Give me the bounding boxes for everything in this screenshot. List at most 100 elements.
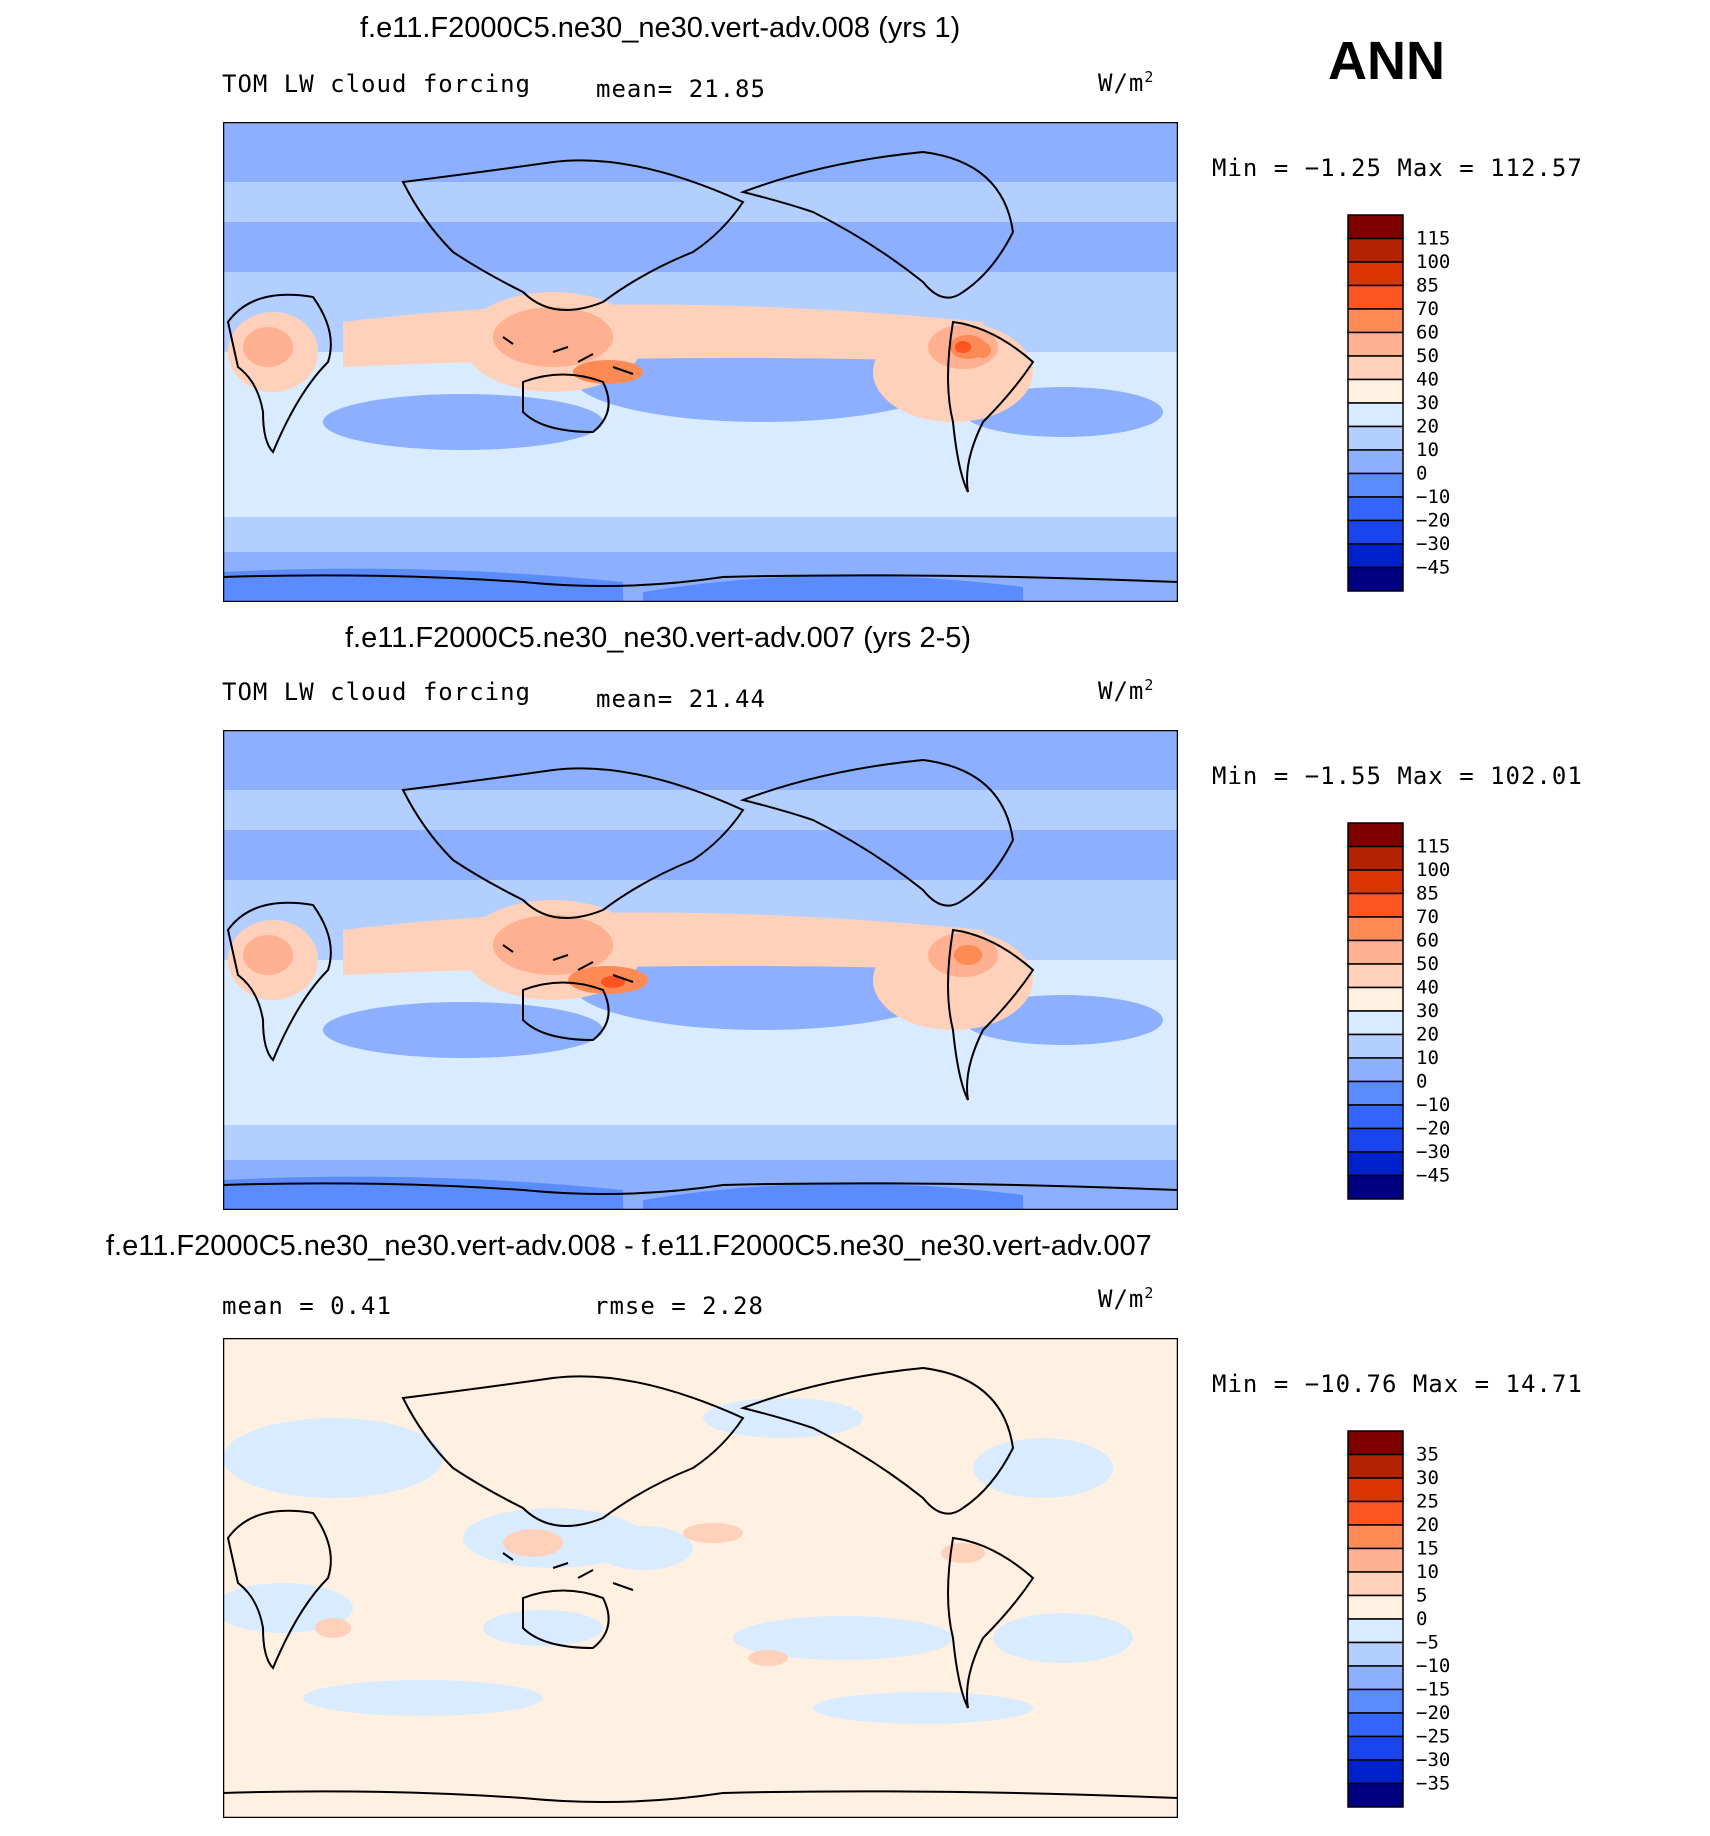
colorbar-level-label: −10 bbox=[1416, 486, 1450, 508]
colorbar-level-label: 0 bbox=[1416, 1071, 1427, 1093]
colorbar-level-label: −45 bbox=[1416, 557, 1450, 579]
colorbar-swatch bbox=[1347, 543, 1404, 569]
map-convective-peak bbox=[573, 360, 643, 384]
map-convective-peak bbox=[955, 341, 971, 353]
panel2-minmax: Min = −1.55 Max = 102.01 bbox=[1212, 762, 1583, 790]
map-frame bbox=[223, 730, 1178, 1210]
colorbar-swatch bbox=[1347, 378, 1404, 404]
map-convective-core bbox=[243, 327, 293, 367]
colorbar-level-label: −10 bbox=[1416, 1094, 1450, 1116]
map-convective-peak bbox=[601, 976, 625, 988]
colorbar-swatch bbox=[1347, 1759, 1404, 1785]
colorbar-swatch bbox=[1347, 237, 1404, 263]
map-dry-zone bbox=[323, 394, 603, 450]
panel1-map bbox=[223, 122, 1178, 602]
colorbar-level-label: −20 bbox=[1416, 1118, 1450, 1140]
map-frame bbox=[223, 1338, 1178, 1818]
map-coastlines bbox=[223, 758, 1178, 1195]
colorbar-swatch bbox=[1347, 1641, 1404, 1667]
colorbar-swatch bbox=[1347, 1430, 1404, 1456]
colorbar-swatch bbox=[1347, 402, 1404, 428]
colorbar-level-label: −5 bbox=[1416, 1632, 1439, 1654]
colorbar-swatch bbox=[1347, 1665, 1404, 1691]
panel2-map bbox=[223, 730, 1178, 1210]
colorbar-swatch bbox=[1347, 1547, 1404, 1573]
colorbar-swatch bbox=[1347, 1104, 1404, 1130]
colorbar-level-label: 115 bbox=[1416, 228, 1450, 250]
colorbar-level-label: 25 bbox=[1416, 1491, 1439, 1513]
colorbar-swatch bbox=[1347, 1010, 1404, 1036]
colorbar-level-label: 20 bbox=[1416, 1024, 1439, 1046]
colorbar-level-label: −45 bbox=[1416, 1165, 1450, 1187]
colorbar-swatch bbox=[1347, 519, 1404, 545]
colorbar-swatch bbox=[1347, 939, 1404, 965]
colorbar-level-label: 40 bbox=[1416, 369, 1439, 391]
colorbar-swatch bbox=[1347, 472, 1404, 498]
colorbar-level-label: 10 bbox=[1416, 1047, 1439, 1069]
panel3-mean: mean = 0.41 bbox=[222, 1292, 392, 1320]
colorbar-swatch bbox=[1347, 1594, 1404, 1620]
colorbar-swatch bbox=[1347, 261, 1404, 287]
colorbar-level-label: 5 bbox=[1416, 1585, 1427, 1607]
map-south-band bbox=[223, 517, 1178, 557]
colorbar-swatch bbox=[1347, 1174, 1404, 1200]
colorbar-swatch bbox=[1347, 1057, 1404, 1083]
panel3-rmse: rmse = 2.28 bbox=[594, 1292, 764, 1320]
colorbar-level-label: 100 bbox=[1416, 859, 1450, 881]
colorbar-level-label: 35 bbox=[1416, 1444, 1439, 1466]
map-convective-core bbox=[243, 935, 293, 975]
colorbar-level-label: −30 bbox=[1416, 1749, 1450, 1771]
colorbar-level-label: 15 bbox=[1416, 1538, 1439, 1560]
colorbar-level-label: −25 bbox=[1416, 1726, 1450, 1748]
colorbar-swatch bbox=[1347, 892, 1404, 918]
colorbar-swatch bbox=[1347, 1151, 1404, 1177]
map-antarctic-low bbox=[223, 568, 623, 602]
panel1-title: f.e11.F2000C5.ne30_ne30.vert-adv.008 (yr… bbox=[360, 12, 961, 44]
map-dry-zone bbox=[323, 1002, 603, 1058]
map-frame bbox=[223, 122, 1178, 602]
colorbar-level-label: 30 bbox=[1416, 1467, 1439, 1489]
panel3-minmax: Min = −10.76 Max = 14.71 bbox=[1212, 1370, 1583, 1398]
map-positive-patch bbox=[683, 1523, 743, 1543]
panel2-mean: mean= 21.44 bbox=[596, 685, 766, 713]
map-north-band bbox=[223, 790, 1178, 830]
colorbar-swatch bbox=[1347, 1500, 1404, 1526]
panel3-map bbox=[223, 1338, 1178, 1818]
map-negative-patch bbox=[973, 1438, 1113, 1498]
colorbar-swatch bbox=[1347, 284, 1404, 310]
colorbar-swatch bbox=[1347, 449, 1404, 475]
map-negative-patch bbox=[733, 1616, 953, 1660]
colorbar-swatch bbox=[1347, 1571, 1404, 1597]
colorbar-swatch bbox=[1347, 1712, 1404, 1738]
map-convective-core bbox=[493, 307, 613, 367]
map-antarctic-low bbox=[643, 1183, 1023, 1210]
colorbar-level-label: 70 bbox=[1416, 298, 1439, 320]
colorbar-swatch bbox=[1347, 822, 1404, 848]
colorbar-level-label: −10 bbox=[1416, 1655, 1450, 1677]
panel2-title: f.e11.F2000C5.ne30_ne30.vert-adv.007 (yr… bbox=[345, 622, 972, 654]
colorbar-level-label: 100 bbox=[1416, 251, 1450, 273]
colorbar-swatch bbox=[1347, 1735, 1404, 1761]
panel1-variable-label: TOM LW cloud forcing bbox=[222, 70, 531, 98]
map-north-band bbox=[223, 182, 1178, 222]
colorbar-level-label: −20 bbox=[1416, 1702, 1450, 1724]
colorbar-swatch bbox=[1347, 845, 1404, 871]
colorbar-swatch bbox=[1347, 1127, 1404, 1153]
map-antarctic-low bbox=[643, 575, 1023, 602]
colorbar-level-label: 30 bbox=[1416, 1000, 1439, 1022]
colorbar-level-label: 40 bbox=[1416, 977, 1439, 999]
colorbar-swatch bbox=[1347, 425, 1404, 451]
map-convective-peak bbox=[954, 945, 982, 965]
colorbar-level-label: 50 bbox=[1416, 345, 1439, 367]
map-negative-patch bbox=[813, 1692, 1033, 1724]
map-coastlines bbox=[223, 1366, 1178, 1803]
colorbar-swatch bbox=[1347, 1618, 1404, 1644]
colorbar-level-label: 115 bbox=[1416, 836, 1450, 858]
colorbar-swatch bbox=[1347, 1782, 1404, 1808]
colorbar-swatch bbox=[1347, 1453, 1404, 1479]
panel1-minmax: Min = −1.25 Max = 112.57 bbox=[1212, 154, 1583, 182]
colorbar-level-label: 20 bbox=[1416, 1514, 1439, 1536]
